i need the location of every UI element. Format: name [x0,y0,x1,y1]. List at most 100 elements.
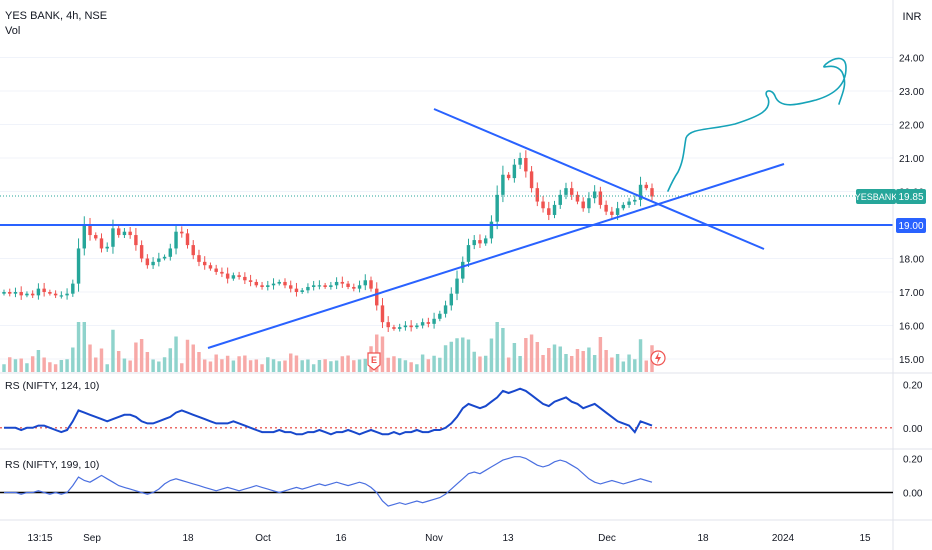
current-price-tag[interactable]: YESBANK 19.85 [855,189,926,204]
volume-bars [2,322,654,372]
symbol-info[interactable]: YES BANK, 4h, NSE [5,10,107,22]
candle-body [65,293,69,296]
rs-tick-label: 0.00 [903,488,923,499]
candle-body [512,164,517,179]
freehand-projection-drawing[interactable] [667,57,847,192]
level-price-tag[interactable]: 19.00 [896,218,926,233]
candle-body [289,285,293,289]
volume-bar [329,361,333,372]
level-price-value: 19.00 [898,221,923,232]
volume-bar [82,322,87,372]
volume-bar [529,334,534,372]
price-axis: 24.0023.0022.0021.0020.0019.0018.0017.00… [899,54,924,367]
candle-body [306,286,310,291]
candle-body [432,318,436,324]
candle-body [185,233,190,246]
candle-body [352,286,356,289]
candle-body [323,285,327,287]
candle-body [449,293,454,306]
volume-bar [547,348,551,372]
rs-tick-label: 0.20 [903,454,923,465]
volume-bar [25,363,29,372]
volume-bar [8,357,12,372]
candle-body [592,191,597,199]
earnings-event-label: E [371,355,377,365]
volume-bar [564,354,568,372]
candle-body [122,231,127,236]
candle-body [650,188,654,197]
candle-body [59,295,64,297]
earnings-event-marker[interactable]: E [367,352,381,371]
volume-bar [638,339,643,372]
candle-body [294,288,299,292]
volume-label[interactable]: Vol [5,25,20,37]
descending-trendline[interactable] [433,108,765,250]
candle-body [94,235,98,239]
price-tick-label: 18.00 [899,255,924,266]
volume-bar [157,361,161,372]
rs-124-label[interactable]: RS (NIFTY, 124, 10) [5,380,99,392]
volume-bar [317,360,322,372]
candle-body [2,292,6,294]
volume-bar [506,357,511,372]
candle-body [283,281,287,286]
rs-tick-label: 0.20 [903,380,923,391]
volume-bar [604,350,608,372]
candle-body [483,238,488,244]
candle-body [375,288,379,306]
volume-bar [88,344,92,372]
candle-body [535,188,540,202]
candle-body [30,293,35,296]
candle-body [162,256,167,259]
price-tick-label: 21.00 [899,154,924,165]
candle-body [237,275,241,277]
candle-body [214,268,218,272]
currency-label[interactable]: INR [903,11,922,23]
volume-bar [478,356,482,372]
volume-bar [472,351,476,372]
volume-bar [363,358,367,372]
candle-body [243,276,247,281]
candle-body [25,293,29,296]
volume-bar [524,338,528,372]
volume-bar [111,329,115,372]
volume-bar [535,342,540,372]
volume-bar [237,356,241,372]
volume-bar [461,337,465,372]
volume-bar [615,354,620,372]
volume-bar [168,348,173,372]
candle-body [569,188,574,195]
lightning-icon[interactable] [650,350,666,366]
candle-body [254,281,259,286]
volume-bar [248,360,253,372]
rs-199-label[interactable]: RS (NIFTY, 199, 10) [5,459,99,471]
candle-body [151,261,155,266]
candle-body [53,293,58,296]
volume-bar [627,354,631,372]
ascending-trendline[interactable] [207,163,785,349]
volume-bar [598,337,603,372]
volume-bar [271,359,276,372]
volume-bar [162,357,167,372]
volume-bar [283,360,287,372]
candle-body [134,235,138,246]
volume-bar [76,322,81,372]
volume-bar [116,351,121,372]
candle-body [145,258,150,266]
volume-bar [231,360,236,372]
volume-bar [294,355,299,372]
volume-bar [552,344,557,372]
time-tick-label: 18 [182,533,194,544]
time-tick-label: 13 [502,533,514,544]
volume-bar [340,356,345,372]
candle-body [208,265,213,269]
candle-body [541,201,545,209]
candle-body [495,194,499,222]
volume-bar [438,357,442,372]
candle-body [99,238,104,249]
volume-bar [587,347,591,372]
candle-body [197,255,201,262]
candle-body [478,240,482,244]
candle-body [8,292,12,294]
